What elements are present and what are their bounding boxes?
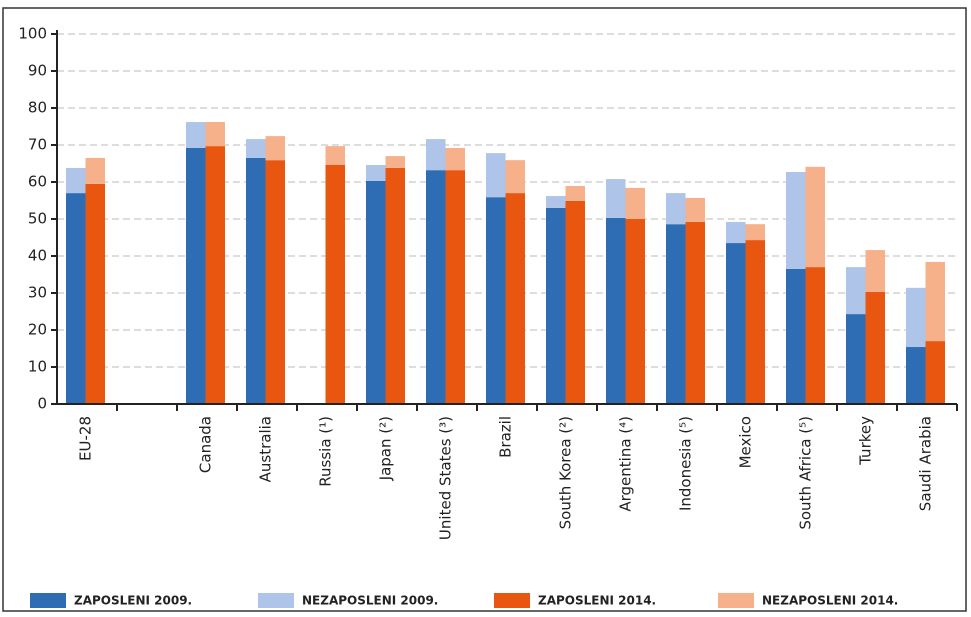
bar xyxy=(925,341,945,404)
bar xyxy=(606,217,626,404)
bar xyxy=(666,193,686,225)
bar xyxy=(325,146,345,165)
bar xyxy=(186,122,206,148)
bar xyxy=(426,170,446,404)
y-tick-label: 0 xyxy=(37,395,47,413)
bar xyxy=(265,160,285,404)
x-tick-label: Saudi Arabia xyxy=(917,416,935,511)
bar xyxy=(865,250,885,292)
bar xyxy=(846,267,866,315)
bar xyxy=(505,193,525,404)
x-tick-label: Turkey xyxy=(857,416,875,466)
legend-label: NEZAPOSLENI 2009. xyxy=(302,594,438,608)
bar xyxy=(786,172,806,269)
bar xyxy=(186,147,206,404)
x-tick-label: Canada xyxy=(197,416,215,473)
bar xyxy=(906,287,926,348)
bar xyxy=(805,166,825,268)
y-tick-label: 100 xyxy=(18,25,47,43)
x-tick-label: Mexico xyxy=(737,416,755,468)
bar xyxy=(205,146,225,405)
bar xyxy=(246,139,266,158)
bar xyxy=(606,179,626,218)
bar xyxy=(565,200,585,404)
x-tick-label: Brazil xyxy=(497,416,515,458)
bar xyxy=(906,347,926,404)
bar xyxy=(565,186,585,201)
bar xyxy=(726,243,746,404)
bar xyxy=(546,207,566,404)
bar xyxy=(745,224,765,241)
bar xyxy=(66,167,86,194)
y-tick-label: 50 xyxy=(28,210,47,228)
y-tick-label: 90 xyxy=(28,62,47,80)
x-tick-label: Australia xyxy=(257,416,275,482)
frame xyxy=(2,7,967,612)
bar xyxy=(546,196,566,208)
x-tick-label: South Korea (²) xyxy=(557,416,575,529)
bar xyxy=(445,170,465,404)
bar xyxy=(85,183,105,404)
legend-swatch xyxy=(30,593,66,608)
x-tick-label: EU-28 xyxy=(77,416,95,461)
y-tick-label: 30 xyxy=(28,284,47,302)
bar xyxy=(445,147,465,171)
bar xyxy=(625,219,645,404)
x-tick-label: Argentina (⁴) xyxy=(617,416,635,512)
bar xyxy=(625,187,645,219)
bar xyxy=(246,157,266,404)
bar xyxy=(666,224,686,404)
y-tick-label: 10 xyxy=(28,358,47,376)
bar xyxy=(805,267,825,404)
y-tick-label: 20 xyxy=(28,321,47,339)
bar xyxy=(66,193,86,404)
bar xyxy=(505,160,525,194)
bar xyxy=(366,180,386,404)
legend-swatch xyxy=(718,593,754,608)
bar xyxy=(385,156,405,168)
legend-label: NEZAPOSLENI 2014. xyxy=(762,594,898,608)
bar xyxy=(85,157,105,184)
bar xyxy=(745,240,765,404)
bar xyxy=(786,268,806,404)
y-tick-label: 40 xyxy=(28,247,47,265)
bar xyxy=(925,261,945,342)
bar xyxy=(726,221,746,244)
y-tick-label: 70 xyxy=(28,136,47,154)
x-tick-label: South Africa (⁵) xyxy=(797,416,815,530)
x-tick-label: Japan (²) xyxy=(377,416,395,481)
bar xyxy=(486,153,506,198)
bar xyxy=(685,221,705,404)
legend-label: ZAPOSLENI 2009. xyxy=(74,594,192,608)
bar xyxy=(486,197,506,404)
x-tick-label: United States (³) xyxy=(437,416,455,540)
bar xyxy=(846,314,866,404)
bar xyxy=(426,139,446,171)
x-tick-label: Indonesia (⁵) xyxy=(677,416,695,511)
bar xyxy=(366,164,386,181)
legend-swatch xyxy=(258,593,294,608)
bar xyxy=(685,197,705,222)
bar xyxy=(325,164,345,404)
bar xyxy=(385,167,405,404)
legend-swatch xyxy=(494,593,530,608)
y-tick-label: 60 xyxy=(28,173,47,191)
bar xyxy=(265,136,285,161)
x-tick-label: Russia (¹) xyxy=(317,416,335,487)
y-tick-label: 80 xyxy=(28,99,47,117)
bar xyxy=(865,291,885,404)
legend-label: ZAPOSLENI 2014. xyxy=(538,594,656,608)
bar xyxy=(205,122,225,147)
